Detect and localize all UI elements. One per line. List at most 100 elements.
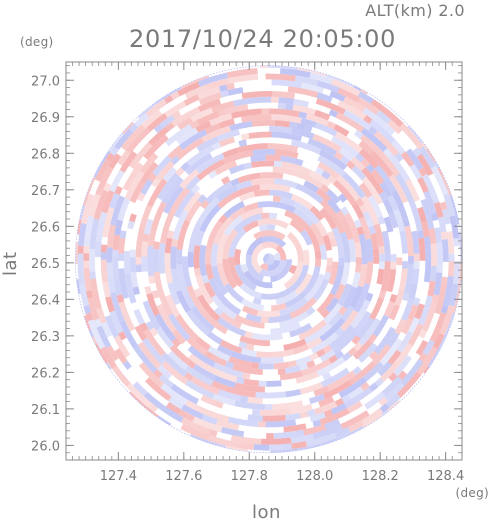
radar-cell [418, 167, 428, 177]
radar-cell [137, 341, 162, 369]
radar-cell [333, 124, 350, 137]
radar-cell [295, 183, 324, 204]
radar-cell [265, 419, 297, 428]
radar-cell [338, 147, 355, 162]
radar-cell [332, 179, 357, 207]
radar-cell [288, 264, 309, 293]
radar-cell [417, 230, 425, 239]
radar-cell [252, 148, 276, 156]
radar-cell [388, 372, 398, 382]
radar-cell [326, 198, 341, 214]
radar-cell [315, 98, 346, 115]
radar-cell [143, 391, 171, 415]
radar-cell [222, 258, 238, 289]
radar-cell [388, 212, 399, 229]
radar-cell [307, 409, 316, 417]
radar-cell [186, 309, 211, 336]
radar-cell [142, 337, 166, 365]
radar-cell [393, 354, 412, 377]
radar-cell [109, 192, 120, 209]
radar-cell [391, 190, 409, 220]
y-tick-label: 26.5 [31, 257, 60, 272]
radar-cell [279, 196, 296, 207]
radar-cell [245, 254, 264, 282]
radar-cell [185, 400, 202, 413]
radar-cell [107, 277, 116, 294]
radar-cell [293, 261, 304, 278]
radar-cell [248, 131, 272, 139]
radar-cell [261, 212, 270, 220]
radar-cell [240, 133, 250, 141]
radar-cell [354, 264, 362, 273]
radar-cell [314, 406, 324, 415]
radar-cell [272, 195, 282, 203]
radar-cell [271, 131, 303, 142]
radar-cell [129, 142, 153, 170]
radar-cell [327, 370, 356, 391]
radar-cell [332, 329, 359, 354]
radar-cell [353, 129, 364, 139]
radar-cell [119, 320, 139, 350]
radar-cell [77, 253, 85, 285]
radar-cell [143, 218, 154, 235]
radar-cell [420, 198, 435, 230]
radar-cell [408, 283, 418, 300]
radar-cell [324, 418, 341, 430]
radar-cell [309, 72, 333, 85]
radar-cell [270, 274, 280, 283]
radar-cell [211, 141, 222, 151]
radar-cell [114, 219, 124, 236]
radar-cell [304, 273, 325, 302]
radar-cell [171, 110, 182, 120]
radar-cell [310, 215, 321, 225]
tick-labels: 26.0 26.1 26.2 26.3 26.4 26.5 26.6 26.7 26.8 26.9… [31, 74, 464, 484]
radar-cell [130, 271, 139, 288]
radar-cell [359, 148, 380, 169]
radar-cell [167, 145, 183, 160]
radar-cell [378, 290, 387, 300]
radar-cell [357, 264, 368, 288]
radar-cell [265, 73, 296, 82]
radar-cell [247, 414, 264, 422]
radar-cell [409, 163, 423, 180]
radar-cell [122, 360, 132, 370]
radar-cell [327, 230, 336, 241]
radar-cell [384, 253, 391, 262]
radar-cell [340, 262, 351, 286]
radar-cell [289, 219, 305, 234]
radar-cell [183, 191, 202, 213]
radar-cell [93, 318, 102, 328]
radar-cell [428, 228, 437, 244]
radar-cell [95, 186, 104, 196]
radar-cell [148, 172, 158, 183]
radar-cell [164, 252, 174, 284]
radar-cell [353, 283, 371, 313]
radar-cell [98, 166, 114, 189]
radar-cell [441, 276, 448, 285]
radar-cell [251, 409, 260, 416]
radar-cell [258, 224, 268, 232]
radar-cell [342, 286, 358, 309]
radar-cell [341, 394, 351, 404]
radar-cell [368, 350, 379, 361]
radar-cell [309, 412, 326, 422]
radar-cell [106, 224, 116, 248]
radar-cell [265, 154, 281, 162]
radar-cell [317, 155, 346, 177]
radar-cell [177, 117, 194, 130]
radar-cell [174, 189, 196, 219]
radar-cell [306, 228, 321, 252]
radar-cell [395, 173, 415, 203]
radar-cell [110, 195, 125, 226]
radar-cell [181, 256, 192, 288]
radar-cell [288, 360, 297, 368]
radar-cell [243, 162, 253, 170]
radar-cell [432, 333, 445, 350]
radar-cell [322, 234, 333, 251]
radar-cell [161, 360, 189, 385]
radar-cell [114, 128, 134, 150]
y-tick-label: 26.3 [31, 330, 60, 345]
radar-cell [412, 297, 421, 307]
radar-cell [195, 336, 211, 351]
radar-cell [357, 91, 374, 104]
